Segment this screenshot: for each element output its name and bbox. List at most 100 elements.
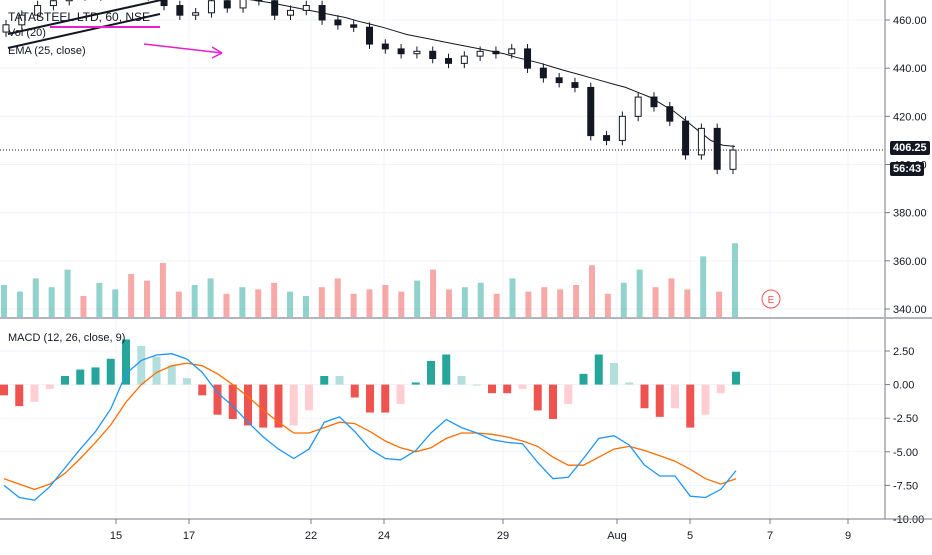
volume-bar: [716, 291, 723, 318]
volume-bar: [255, 289, 262, 318]
candle-body: [49, 0, 57, 7]
macd-histogram-bar: [91, 367, 100, 385]
symbol-title[interactable]: TATASTEEL LTD, 60, NSE: [8, 10, 151, 24]
candle-body: [618, 115, 626, 141]
candle-body: [160, 0, 168, 7]
candle-body: [587, 86, 595, 137]
last-price-tag: 406.25: [890, 141, 930, 155]
macd-histogram-bar: [655, 384, 664, 417]
macd-line: [3, 353, 737, 501]
volume-bar: [430, 269, 437, 318]
candle-body: [729, 149, 737, 170]
macd-histogram-bar: [594, 354, 603, 385]
candle-body: [650, 96, 658, 108]
macd-histogram-bar: [305, 384, 313, 411]
macd-histogram-bar: [472, 384, 481, 386]
volume-bar: [48, 287, 55, 318]
candle-body: [697, 127, 705, 156]
volume-bar: [318, 287, 325, 318]
candle-body: [682, 120, 690, 156]
macd-histogram-bar: [564, 384, 573, 404]
x-tick-label: 17: [183, 530, 195, 542]
candle-body: [413, 50, 421, 55]
ema-line: [248, 0, 736, 147]
macd-y-tick-label: 2.50: [893, 346, 914, 358]
candle-body: [476, 50, 484, 57]
candle-body: [286, 9, 294, 16]
volume-bar: [700, 256, 707, 318]
volume-bar: [223, 293, 230, 318]
macd-histogram-bar: [625, 382, 634, 385]
macd-histogram-bar: [76, 369, 85, 385]
ema-label[interactable]: EMA (25, close): [8, 45, 86, 57]
macd-histogram-bar: [15, 384, 24, 407]
macd-histogram-bar: [549, 384, 557, 420]
trend-line-upper[interactable]: [7, 0, 188, 35]
macd-histogram-bar: [320, 375, 329, 385]
volume-bar: [541, 287, 548, 318]
macd-histogram-bar: [244, 384, 252, 426]
arrow-drawing[interactable]: [143, 43, 223, 54]
macd-y-tick-label: 0.00: [893, 380, 914, 392]
arrow-head-icon: [211, 46, 223, 59]
volume-bar: [588, 265, 595, 318]
y-tick-label: 380.00: [893, 208, 927, 220]
earnings-marker-label: E: [768, 295, 775, 306]
x-tick-label: 7: [767, 530, 773, 542]
volume-bar: [366, 289, 373, 318]
candle-body: [239, 0, 247, 9]
macd-histogram-bar: [106, 358, 115, 385]
volume-bar: [509, 278, 516, 318]
macd-histogram-bar: [274, 384, 283, 428]
volume-bar: [334, 278, 341, 318]
volume-bar: [144, 280, 151, 318]
volume-bar: [175, 291, 182, 318]
volume-bar: [414, 280, 421, 318]
macd-histogram-bar: [732, 371, 740, 385]
candle-body: [460, 55, 468, 64]
candle-body: [508, 48, 516, 55]
candle-body: [176, 5, 184, 16]
volume-bar: [445, 289, 452, 318]
candle-body: [18, 14, 26, 26]
volume-bar: [398, 291, 405, 318]
macd-histogram-bar: [45, 384, 54, 389]
macd-y-tick-label: -2.50: [893, 413, 918, 425]
volume-bar: [493, 293, 500, 318]
candle-body: [603, 135, 611, 141]
macd-histogram-bar: [381, 384, 390, 413]
macd-label[interactable]: MACD (12, 26, close, 9): [8, 332, 126, 344]
x-tick-label: 22: [305, 530, 317, 542]
macd-histogram-bar: [0, 384, 8, 396]
macd-histogram-bar: [457, 375, 466, 385]
volume-bar: [302, 296, 309, 318]
volume-bar: [477, 282, 484, 318]
x-tick-label: Aug: [607, 530, 627, 542]
macd-histogram-bar: [533, 384, 542, 411]
volume-bar: [80, 296, 87, 318]
candle-body: [571, 82, 579, 88]
volume-bar: [112, 289, 119, 318]
volume-bar: [32, 278, 39, 318]
x-tick-label: 9: [845, 530, 851, 542]
candle-body: [255, 0, 263, 2]
y-tick-label: 340.00: [893, 304, 927, 316]
macd-histogram-bar: [61, 375, 69, 385]
macd-histogram-bar: [366, 384, 374, 413]
candle-body: [334, 19, 342, 26]
volume-bar: [16, 291, 23, 318]
macd-histogram-bar: [335, 375, 344, 385]
volume-bar: [159, 263, 166, 318]
candle-body: [318, 5, 326, 21]
x-tick-label: 5: [687, 530, 693, 542]
macd-histogram-bar: [701, 384, 710, 415]
macd-histogram-bar: [610, 363, 618, 385]
trend-line-lower[interactable]: [7, 13, 161, 49]
x-tick-label: 24: [378, 530, 390, 542]
macd-y-tick-label: -7.50: [893, 480, 918, 492]
volume-bar: [668, 278, 675, 318]
volume-bar: [636, 269, 643, 318]
macd-histogram-bar: [579, 373, 588, 385]
earnings-marker-icon[interactable]: [761, 289, 781, 309]
volume-label[interactable]: Vol (20): [8, 27, 46, 39]
